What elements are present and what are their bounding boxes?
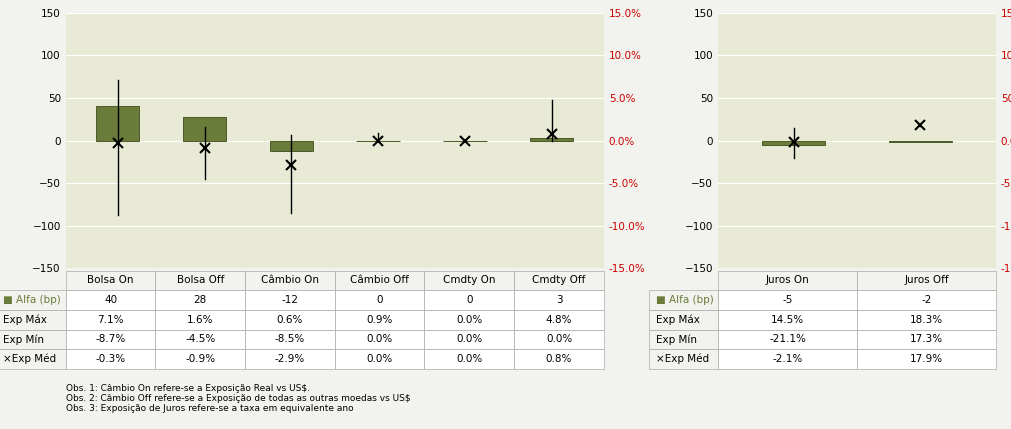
Bar — [889, 141, 951, 142]
Bar — [96, 106, 140, 141]
Bar — [530, 138, 573, 141]
Bar — [762, 141, 825, 145]
Bar — [183, 117, 226, 141]
Text: Obs. 1: Câmbio On refere-se a Exposição Real vs US$.
Obs. 2: Câmbio Off refere-s: Obs. 1: Câmbio On refere-se a Exposição … — [66, 384, 410, 413]
Bar — [270, 141, 313, 151]
